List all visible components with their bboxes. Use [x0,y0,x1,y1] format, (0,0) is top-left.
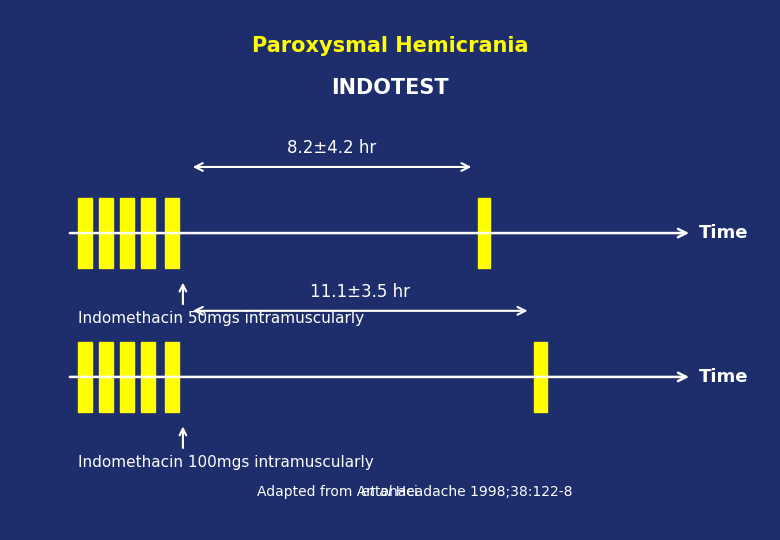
Bar [477,198,491,268]
Bar [98,198,113,268]
Bar [120,342,134,412]
Text: Time: Time [699,368,748,386]
Text: . Headache 1998;38:122-8: . Headache 1998;38:122-8 [387,484,573,498]
Bar [140,342,154,412]
Text: 8.2±4.2 hr: 8.2±4.2 hr [288,139,377,157]
Text: 11.1±3.5 hr: 11.1±3.5 hr [310,283,410,301]
Text: Indomethacin 100mgs intramuscularly: Indomethacin 100mgs intramuscularly [78,455,374,470]
Bar [534,342,547,412]
Text: Adapted from Antonaci: Adapted from Antonaci [257,484,422,498]
Bar [98,342,113,412]
Text: Time: Time [699,224,748,242]
Bar [165,198,179,268]
Bar [120,198,134,268]
Bar [140,198,154,268]
Bar [78,342,92,412]
Bar [78,198,92,268]
Bar [165,342,179,412]
Text: Indomethacin 50mgs intramuscularly: Indomethacin 50mgs intramuscularly [78,311,363,326]
Text: INDOTEST: INDOTEST [332,78,448,98]
Text: Paroxysmal Hemicrania: Paroxysmal Hemicrania [252,36,528,56]
Text: et al: et al [360,484,392,498]
